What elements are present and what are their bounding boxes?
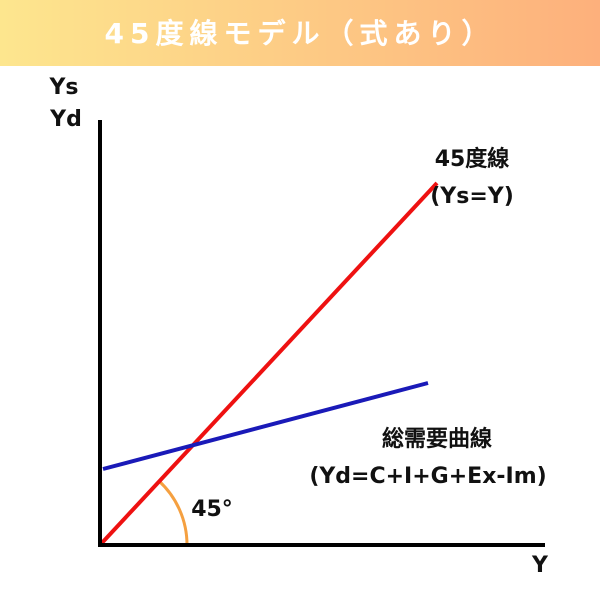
line-formula: (Yd=C+I+G+Ex-Im) — [309, 464, 546, 489]
aggregate-demand-line — [102, 381, 429, 471]
line-formula: (Ys=Y) — [430, 184, 514, 209]
line-45-degree — [98, 181, 439, 547]
y-axis-label: Ys — [48, 75, 78, 100]
header-band — [0, 0, 600, 66]
angle-label: 45° — [191, 497, 233, 522]
angle-arc — [157, 479, 189, 546]
x-axis-label: Y — [531, 553, 549, 578]
y-axis-label: Yd — [49, 107, 82, 132]
title: 45度線モデル（式あり） — [105, 17, 496, 50]
line-label: 総需要曲線 — [382, 426, 492, 452]
line-label: 45度線 — [435, 146, 510, 172]
